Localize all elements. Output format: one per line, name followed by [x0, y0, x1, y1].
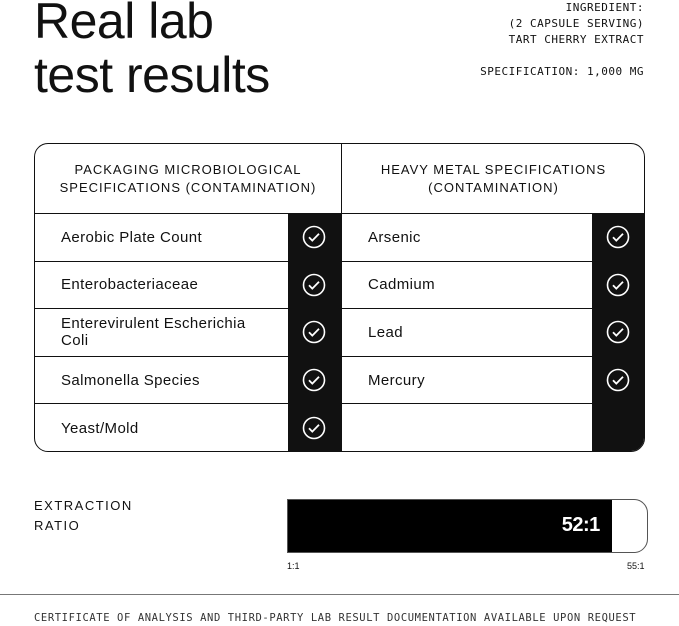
divider	[0, 594, 679, 595]
heavy-metal-column: HEAVY METAL SPECIFICATIONS (CONTAMINATIO…	[342, 144, 644, 451]
results-table: PACKAGING MICROBIOLOGICAL SPECIFICATIONS…	[34, 143, 645, 452]
table-row: Yeast/Mold	[35, 404, 341, 451]
test-name: Yeast/Mold	[61, 419, 139, 437]
test-name: Salmonella Species	[61, 371, 200, 389]
extraction-ratio-label: EXTRACTION RATIO	[34, 498, 133, 533]
ingredient-info: INGREDIENT: (2 CAPSULE SERVING) TART CHERR…	[508, 1, 644, 46]
specification: SPECIFICATION: 1,000 MG	[480, 65, 644, 78]
test-name: Mercury	[368, 371, 425, 389]
table-row: Aerobic Plate Count	[35, 214, 341, 262]
table-row: Salmonella Species	[35, 357, 341, 405]
table-row: Lead	[342, 309, 644, 357]
table-row: Mercury	[342, 357, 644, 405]
check-circle-icon	[302, 320, 326, 344]
table-row: Enterobacteriaceae	[35, 262, 341, 310]
check-circle-icon	[606, 368, 630, 392]
check-circle-icon	[302, 273, 326, 297]
table-row	[342, 404, 644, 451]
test-name: Aerobic Plate Count	[61, 228, 203, 246]
extraction-ratio-bar: 52:1	[287, 499, 648, 553]
table-header: PACKAGING MICROBIOLOGICAL SPECIFICATIONS…	[35, 144, 341, 214]
check-column	[592, 214, 644, 451]
check-circle-icon	[606, 225, 630, 249]
table-row: Enterevirulent Escherichia Coli	[35, 309, 341, 357]
ratio-min-label: 1:1	[287, 561, 300, 571]
check-circle-icon	[302, 225, 326, 249]
page-title: Real lab test results	[34, 0, 270, 103]
microbiological-column: PACKAGING MICROBIOLOGICAL SPECIFICATIONS…	[35, 144, 342, 451]
check-circle-icon	[606, 320, 630, 344]
extraction-ratio-fill: 52:1	[288, 500, 612, 552]
test-name: Lead	[368, 323, 403, 341]
check-circle-icon	[302, 368, 326, 392]
extraction-ratio-value: 52:1	[561, 514, 601, 536]
test-name: Cadmium	[368, 276, 435, 294]
test-name: Arsenic	[368, 228, 421, 246]
table-row: Cadmium	[342, 262, 644, 310]
table-row: Arsenic	[342, 214, 644, 262]
check-circle-icon	[302, 416, 326, 440]
check-column	[288, 214, 341, 451]
check-circle-icon	[606, 273, 630, 297]
test-name: Enterevirulent Escherichia Coli	[61, 315, 246, 350]
footer-note: CERTIFICATE OF ANALYSIS AND THIRD-PARTY …	[34, 612, 637, 624]
ratio-max-label: 55:1	[627, 561, 645, 571]
test-name: Enterobacteriaceae	[61, 276, 199, 294]
table-header: HEAVY METAL SPECIFICATIONS (CONTAMINATIO…	[342, 144, 644, 214]
